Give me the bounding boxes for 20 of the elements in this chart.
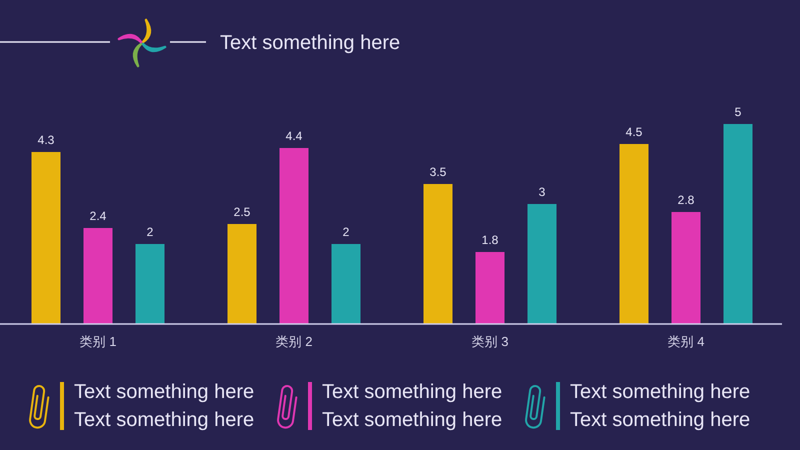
data-label: 1.8 — [482, 233, 499, 247]
data-label: 2.4 — [90, 209, 107, 223]
data-label: 4.5 — [626, 125, 643, 139]
data-label: 2 — [146, 225, 154, 239]
x-tick-label: 类别 3 — [472, 334, 508, 349]
data-label: 2.8 — [678, 193, 695, 207]
legend-label: Text something here Text something here — [74, 381, 254, 431]
data-label: 5 — [734, 105, 742, 119]
x-tick-label: 类别 2 — [276, 334, 312, 349]
data-label: 4.3 — [38, 133, 55, 147]
chart-title: Text something here — [220, 32, 400, 54]
data-label: 2 — [342, 225, 350, 239]
data-label: 3.5 — [430, 165, 447, 179]
x-tick-label: 类别 1 — [80, 334, 116, 349]
legend-label: Text something here Text something here — [570, 381, 750, 431]
legend-label: Text something here Text something here — [322, 381, 502, 431]
x-tick-label: 类别 4 — [668, 334, 704, 349]
data-label: 4.4 — [286, 129, 303, 143]
data-label: 2.5 — [234, 205, 251, 219]
data-label: 3 — [538, 185, 546, 199]
